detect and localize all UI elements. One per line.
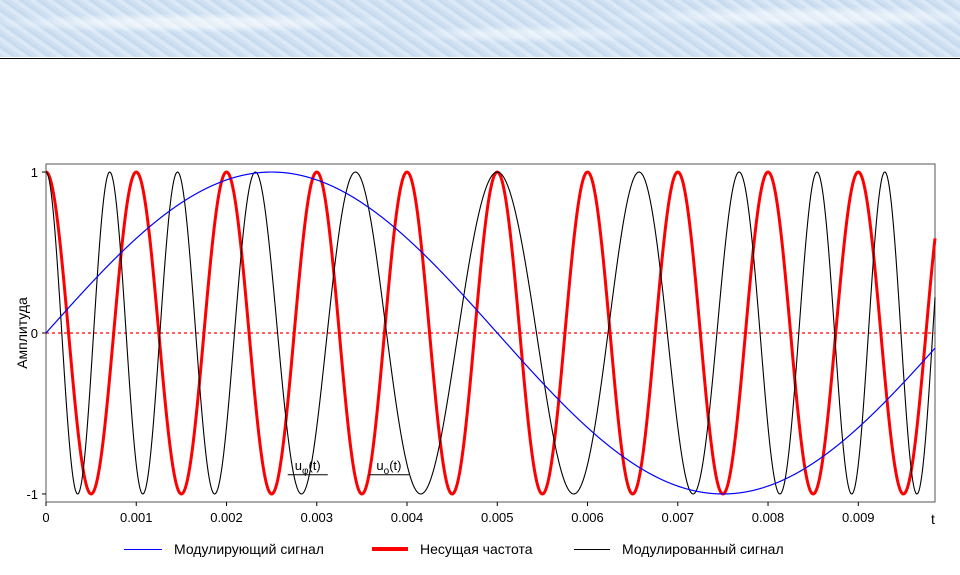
- series-carrier-line: [44, 170, 937, 496]
- x-tick-label: 0.007: [662, 510, 695, 525]
- y-tick-label: -1: [26, 487, 38, 502]
- legend-swatch-carrier: [372, 547, 408, 551]
- x-tick-label: 0.006: [571, 510, 604, 525]
- chart-legend: Модулирующий сигнал Несущая частота Моду…: [0, 538, 960, 562]
- x-tick-label: 0.005: [481, 510, 514, 525]
- y-tick-label: 1: [31, 165, 38, 180]
- x-tick-label: 0: [42, 510, 49, 525]
- header-banner: [0, 0, 960, 57]
- series-modulating-line: [45, 171, 936, 495]
- legend-label-carrier: Несущая частота: [420, 541, 533, 557]
- annotation-label-0: uφ(t): [295, 458, 321, 477]
- legend-label-modulating: Модулирующий сигнал: [174, 541, 324, 557]
- legend-swatch-modulating: [124, 548, 162, 550]
- legend-item-carrier: Несущая частота: [372, 538, 533, 560]
- legend-label-modulated: Модулированный сигнал: [622, 541, 784, 557]
- fm-chart: uφ(t) uo(t) 0 0.001 0.002 0.003 0.004 0.005 0.0…: [14, 163, 937, 527]
- x-tick-label: 0.003: [300, 510, 333, 525]
- y-tick-label: 0: [31, 326, 38, 341]
- x-axis-label: t: [931, 511, 935, 527]
- x-tick-label: 0.004: [391, 510, 424, 525]
- header-divider: [0, 58, 960, 59]
- legend-item-modulated: Модулированный сигнал: [574, 538, 784, 560]
- y-axis-label: Амплитуда: [14, 297, 30, 369]
- x-tick-label: 0.009: [842, 510, 875, 525]
- annotation-label-1: uo(t): [376, 458, 401, 477]
- x-tick-label: 0.002: [210, 510, 243, 525]
- x-tick-label: 0.008: [752, 510, 785, 525]
- series-modulated-line: [45, 171, 936, 495]
- x-tick-label: 0.001: [120, 510, 153, 525]
- legend-swatch-modulated: [574, 548, 610, 550]
- legend-item-modulating: Модулирующий сигнал: [124, 538, 324, 560]
